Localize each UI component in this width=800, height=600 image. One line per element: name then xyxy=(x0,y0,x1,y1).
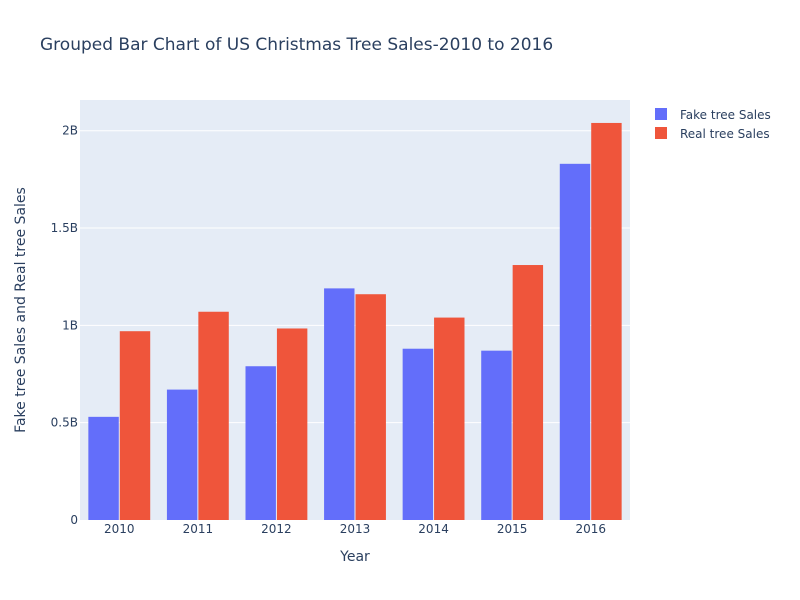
bar-real-2012[interactable] xyxy=(276,328,308,520)
bar-real-2013[interactable] xyxy=(355,294,386,520)
legend-swatch-real xyxy=(655,127,667,139)
legend-label-fake: Fake tree Sales xyxy=(680,108,771,122)
legend[interactable]: Fake tree Sales Real tree Sales xyxy=(655,108,771,141)
bar-fake-2015[interactable] xyxy=(481,350,512,520)
x-tick-labels: 2010 2011 2012 2013 2014 2015 2016 xyxy=(104,522,606,536)
x-tick-label: 2015 xyxy=(497,522,528,536)
bar-real-2015[interactable] xyxy=(512,265,544,520)
bar-fake-2013[interactable] xyxy=(324,288,355,520)
x-axis-title: Year xyxy=(339,549,370,565)
bar-real-2010[interactable] xyxy=(119,331,151,520)
y-tick-label: 1.5B xyxy=(51,221,78,235)
bar-fake-2016[interactable] xyxy=(559,163,591,520)
legend-item-real[interactable]: Real tree Sales xyxy=(655,127,770,141)
y-tick-label: 0 xyxy=(70,513,78,527)
bar-real-2014[interactable] xyxy=(434,317,465,520)
x-tick-label: 2010 xyxy=(104,522,135,536)
bar-fake-2014[interactable] xyxy=(402,348,434,520)
y-tick-label: 2B xyxy=(62,124,78,138)
legend-label-real: Real tree Sales xyxy=(680,127,770,141)
plot-background xyxy=(80,100,630,520)
y-tick-label: 0.5B xyxy=(51,416,78,430)
bar-fake-2011[interactable] xyxy=(166,389,198,520)
y-tick-label: 1B xyxy=(62,318,78,332)
legend-swatch-fake xyxy=(655,108,667,120)
x-tick-label: 2013 xyxy=(340,522,371,536)
y-axis-title: Fake tree Sales and Real tree Sales xyxy=(13,187,29,433)
x-tick-label: 2014 xyxy=(418,522,449,536)
bar-real-2016[interactable] xyxy=(591,122,622,520)
bar-real-2011[interactable] xyxy=(198,311,229,520)
x-tick-label: 2011 xyxy=(183,522,214,536)
legend-item-fake[interactable]: Fake tree Sales xyxy=(655,108,771,122)
x-tick-label: 2012 xyxy=(261,522,292,536)
bar-fake-2012[interactable] xyxy=(245,366,276,520)
x-tick-label: 2016 xyxy=(575,522,606,536)
chart-title: Grouped Bar Chart of US Christmas Tree S… xyxy=(40,35,553,55)
bar-fake-2010[interactable] xyxy=(88,416,119,520)
bars xyxy=(88,122,622,520)
y-tick-labels: 0 0.5B 1B 1.5B 2B xyxy=(51,124,78,527)
